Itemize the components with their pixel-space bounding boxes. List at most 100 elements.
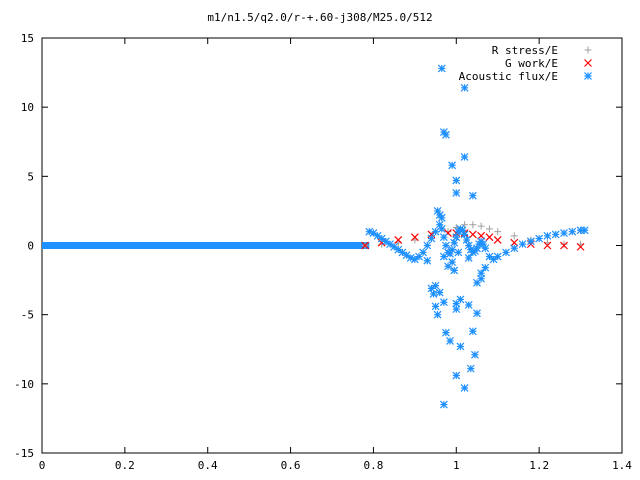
data-point [446,337,454,345]
data-point [460,83,469,92]
series-3 [365,64,589,409]
data-point [437,213,446,222]
data-point [473,278,481,287]
y-tick-label: 0 [27,240,34,253]
data-point [439,400,448,409]
data-point [460,230,469,239]
y-tick-label: 10 [21,101,34,114]
data-point [535,234,544,243]
legend-marker [584,46,592,54]
data-point [560,240,568,248]
data-point [452,233,461,242]
data-point [493,236,502,244]
data-point [493,252,502,261]
data-point [423,241,432,250]
data-point [431,302,440,311]
data-point [444,262,452,271]
data-point [431,227,440,236]
legend-label: Acoustic flux/E [459,70,558,83]
data-point [454,248,463,257]
data-point [448,245,457,254]
data-point [402,251,411,260]
data-point [489,255,498,264]
y-tick-label: -15 [14,447,34,460]
data-point [502,248,510,257]
legend-marker [584,72,592,80]
data-point [568,227,577,236]
data-point [510,232,518,240]
data-point [543,241,552,250]
data-point [398,248,407,257]
data-point [580,226,589,235]
data-point [450,266,459,275]
data-point [373,231,382,240]
y-tick-label: 15 [21,32,34,45]
data-point [394,245,403,254]
data-point [485,252,494,261]
data-point [369,229,378,237]
data-point [518,240,527,249]
data-point [437,64,446,73]
data-point [452,305,461,314]
data-point [410,255,419,264]
data-point [456,295,465,304]
data-points [42,64,589,409]
data-point [439,233,448,242]
data-point [485,225,493,233]
data-point [433,310,442,319]
data-point [468,191,477,200]
data-point [386,240,394,249]
x-tick-label: 0.4 [198,459,218,472]
data-point [452,189,461,197]
data-point [442,241,450,250]
data-point [464,301,473,309]
data-point [458,226,467,235]
data-point [551,230,560,239]
data-point [381,237,390,246]
data-point [576,226,585,235]
data-point [361,241,370,250]
x-tick-label: 1 [453,459,460,472]
data-point [423,256,432,265]
data-point [460,384,469,392]
data-point [526,237,535,246]
y-tick-label: 5 [27,170,34,183]
data-point [450,238,459,247]
data-point [510,238,519,247]
data-point [452,299,461,308]
legend-label: G work/E [505,57,558,70]
data-point [448,161,457,170]
data-point [377,234,386,243]
x-tick-label: 0.8 [363,459,383,472]
data-point [437,224,446,233]
data-point [543,231,552,240]
data-point [365,227,374,236]
data-point [429,289,438,298]
data-point [444,228,452,236]
data-point [456,342,465,351]
legend-label: R stress/E [492,44,558,57]
data-point [576,242,585,251]
data-point [477,231,486,240]
x-tick-label: 1.4 [612,459,632,472]
data-point [464,254,473,262]
data-point [477,222,485,230]
data-point [473,244,481,253]
data-point [439,252,448,261]
data-point [469,221,477,229]
data-point [435,288,444,297]
data-point [481,263,490,272]
data-point [452,176,461,185]
y-tick-label: -10 [14,378,34,391]
data-point [464,241,473,250]
data-point [452,371,461,380]
data-point [435,220,444,229]
data-point [471,350,479,359]
data-point [560,229,568,237]
data-point [427,234,436,243]
data-point [433,206,442,215]
data-point [473,309,481,318]
data-point [468,327,477,336]
